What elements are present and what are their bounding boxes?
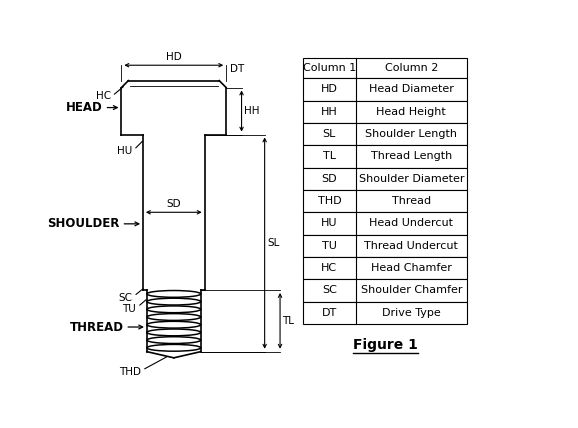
Text: HEAD: HEAD (66, 101, 103, 114)
Text: THREAD: THREAD (70, 321, 124, 333)
Text: SD: SD (321, 174, 337, 184)
Text: DT: DT (322, 308, 337, 318)
Text: HD: HD (321, 84, 338, 95)
Text: SD: SD (166, 199, 181, 209)
Text: Thread Undercut: Thread Undercut (364, 241, 458, 251)
Text: Shoulder Length: Shoulder Length (365, 129, 457, 139)
Text: SC: SC (118, 293, 132, 303)
Text: TL: TL (323, 152, 336, 161)
Bar (303, 145, 467, 168)
Text: THD: THD (118, 367, 140, 377)
Text: SHOULDER: SHOULDER (47, 217, 120, 230)
Bar (303, 101, 467, 123)
Bar (303, 78, 467, 101)
Bar (303, 302, 467, 324)
Text: DT: DT (230, 64, 244, 74)
Text: SL: SL (267, 238, 279, 248)
Text: HU: HU (321, 218, 338, 229)
Text: Column 2: Column 2 (384, 63, 438, 73)
Text: SC: SC (322, 285, 337, 295)
Text: Head Chamfer: Head Chamfer (371, 263, 452, 273)
Text: HD: HD (166, 52, 181, 62)
Text: HC: HC (321, 263, 338, 273)
Bar (303, 123, 467, 145)
Text: Drive Type: Drive Type (382, 308, 440, 318)
Text: Head Height: Head Height (376, 107, 446, 117)
Bar (303, 168, 467, 190)
Text: THD: THD (317, 196, 341, 206)
Text: Head Undercut: Head Undercut (369, 218, 453, 229)
Bar (303, 257, 467, 279)
Text: Shoulder Chamfer: Shoulder Chamfer (361, 285, 462, 295)
Text: Thread: Thread (392, 196, 431, 206)
Text: HU: HU (117, 146, 132, 157)
Text: Column 1: Column 1 (303, 63, 356, 73)
Text: HC: HC (95, 91, 110, 101)
Text: TU: TU (123, 303, 136, 314)
Text: HH: HH (244, 106, 260, 116)
Text: Thread Length: Thread Length (370, 152, 452, 161)
Text: Figure 1: Figure 1 (353, 338, 417, 352)
Bar (303, 57, 467, 78)
Bar (303, 235, 467, 257)
Text: HH: HH (321, 107, 338, 117)
Text: Head Diameter: Head Diameter (369, 84, 454, 95)
Text: Shoulder Diameter: Shoulder Diameter (358, 174, 464, 184)
Bar (303, 279, 467, 302)
Bar (303, 212, 467, 235)
Text: TL: TL (283, 316, 294, 326)
Bar (303, 190, 467, 212)
Text: TU: TU (322, 241, 337, 251)
Text: SL: SL (323, 129, 336, 139)
